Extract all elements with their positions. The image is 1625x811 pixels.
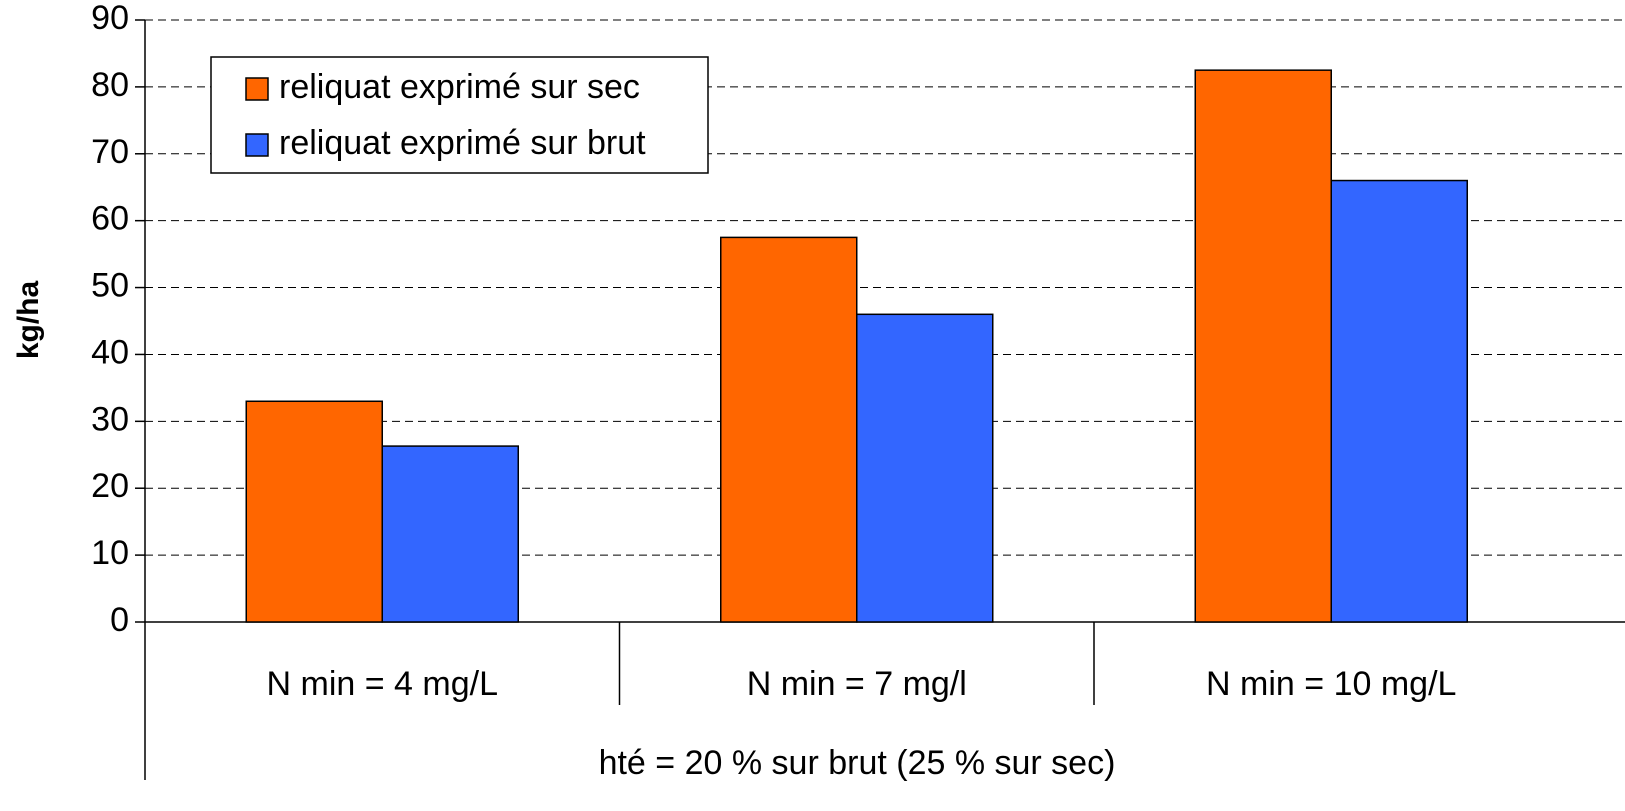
y-tick-label: 70 bbox=[91, 133, 129, 171]
x-tick-label: N min = 4 mg/L bbox=[267, 665, 498, 703]
y-tick-label: 60 bbox=[91, 200, 129, 238]
y-tick-label: 20 bbox=[91, 467, 129, 505]
x-axis-title: hté = 20 % sur brut (25 % sur sec) bbox=[599, 744, 1116, 782]
y-tick-label: 50 bbox=[91, 267, 129, 305]
x-tick-label: N min = 10 mg/L bbox=[1206, 665, 1456, 703]
y-tick-label: 0 bbox=[110, 601, 129, 639]
y-tick-label: 80 bbox=[91, 66, 129, 104]
y-axis-title: kg/ha bbox=[12, 281, 45, 360]
y-tick-label: 40 bbox=[91, 333, 129, 371]
legend-label: reliquat exprimé sur brut bbox=[279, 124, 646, 162]
legend-box bbox=[210, 56, 709, 174]
x-tick-label: N min = 7 mg/l bbox=[747, 665, 967, 703]
bar bbox=[381, 445, 519, 623]
bar bbox=[1194, 69, 1332, 623]
bar bbox=[856, 313, 994, 623]
y-tick-label: 90 bbox=[91, 0, 129, 37]
y-tick-label: 10 bbox=[91, 534, 129, 572]
bar bbox=[720, 236, 858, 623]
legend-swatch bbox=[245, 133, 269, 157]
y-tick-label: 30 bbox=[91, 400, 129, 438]
bar bbox=[245, 400, 383, 623]
bar bbox=[1330, 179, 1468, 623]
legend-swatch bbox=[245, 77, 269, 101]
legend-label: reliquat exprimé sur sec bbox=[279, 68, 640, 106]
